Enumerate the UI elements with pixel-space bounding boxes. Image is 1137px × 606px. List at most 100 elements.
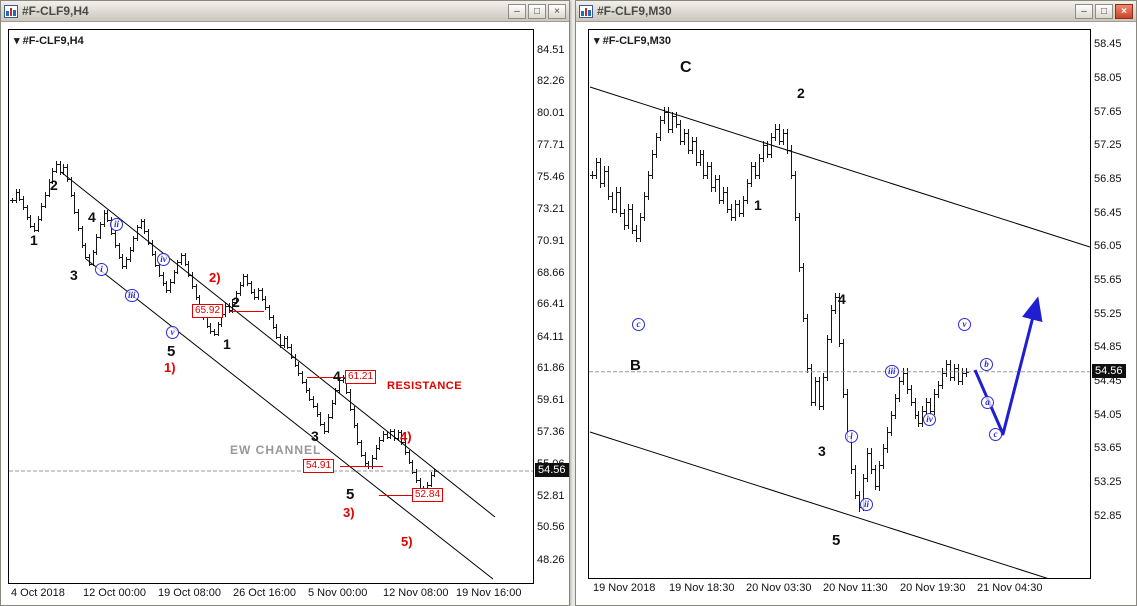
bar-open-tick — [737, 204, 739, 206]
price-bar — [16, 189, 17, 203]
bar-open-tick — [948, 364, 950, 366]
price-bar — [926, 397, 927, 415]
bar-open-tick — [352, 408, 354, 410]
bar-open-tick — [733, 216, 735, 218]
price-bar — [763, 141, 764, 163]
price-bar — [221, 311, 222, 327]
bar-open-tick — [330, 417, 332, 418]
price-bar — [401, 429, 402, 445]
bar-open-tick — [102, 224, 104, 226]
price-bar — [214, 328, 215, 337]
bar-open-tick — [845, 393, 847, 395]
price-bar — [163, 272, 164, 286]
price-axis-label: 57.25 — [1094, 139, 1122, 152]
bar-open-tick — [117, 245, 119, 247]
price-bar — [287, 335, 288, 350]
bar-open-tick — [267, 307, 269, 309]
price-axis-label: 75.46 — [537, 170, 565, 183]
price-axis-label: 56.85 — [1094, 172, 1122, 185]
price-bar — [320, 411, 321, 427]
minimize-button[interactable]: – — [508, 3, 526, 19]
price-bar — [251, 280, 252, 295]
restore-button[interactable]: □ — [528, 3, 546, 19]
bar-open-tick — [392, 431, 394, 432]
bar-open-tick — [809, 368, 811, 370]
bar-open-tick — [662, 120, 664, 122]
price-bar — [229, 303, 230, 313]
price-bar — [185, 252, 186, 267]
window-title: #F-CLF9,H4 — [22, 4, 89, 18]
wave-label: iii — [885, 365, 899, 378]
wave-label: ii — [110, 218, 123, 231]
bar-open-tick — [952, 376, 954, 378]
price-axis-label: 70.91 — [537, 234, 565, 247]
price-bar — [19, 189, 20, 202]
price-bar — [60, 161, 61, 175]
price-bar — [12, 197, 13, 203]
bar-open-tick — [678, 124, 680, 126]
bar-open-tick — [877, 486, 879, 488]
bar-open-tick — [124, 266, 126, 268]
price-axis-label: 52.85 — [1094, 509, 1122, 522]
wave-label: v — [958, 318, 971, 331]
time-axis-label: 26 Oct 16:00 — [233, 587, 296, 599]
price-bar — [328, 414, 329, 434]
price-bar — [843, 338, 844, 398]
time-axis-label: 20 Nov 19:30 — [900, 582, 966, 594]
bar-open-tick — [614, 208, 616, 210]
price-bar — [368, 460, 369, 469]
bar-open-tick — [157, 265, 159, 266]
price-bar — [823, 372, 824, 411]
price-axis-label: 64.11 — [537, 330, 564, 343]
titlebar[interactable]: #F-CLF9,M30 – □ × — [576, 1, 1136, 22]
bar-open-tick — [729, 208, 731, 210]
price-bar — [783, 128, 784, 146]
price-bar — [592, 170, 593, 179]
bar-open-tick — [590, 174, 592, 176]
price-bar — [346, 375, 347, 395]
bar-open-tick — [234, 301, 236, 303]
price-bar — [280, 334, 281, 348]
bar-close-tick — [435, 471, 437, 472]
bar-open-tick — [813, 402, 815, 404]
price-bar — [104, 210, 105, 227]
close-button[interactable]: × — [1115, 3, 1133, 19]
titlebar[interactable]: #F-CLF9,H4 – □ × — [1, 1, 569, 22]
price-bar — [624, 208, 625, 230]
bar-open-tick — [135, 238, 137, 240]
price-bar — [387, 431, 388, 440]
bar-open-tick — [797, 216, 799, 218]
price-bar — [867, 448, 868, 483]
price-bar — [903, 368, 904, 386]
close-button[interactable]: × — [548, 3, 566, 19]
bar-open-tick — [753, 166, 755, 168]
plot-area[interactable]: 65.92 61.21 54.91 52.84 2 1 4 3 ii i iv iii v 5 1) 2) 2 1… — [8, 29, 534, 584]
bar-open-tick — [873, 469, 875, 471]
price-bar — [795, 170, 796, 222]
bar-open-tick — [705, 174, 707, 176]
price-bar — [196, 283, 197, 300]
bar-open-tick — [825, 376, 827, 378]
restore-button[interactable]: □ — [1095, 3, 1113, 19]
price-bar — [632, 204, 633, 234]
price-bar — [324, 421, 325, 434]
bar-open-tick — [223, 314, 225, 316]
bar-open-tick — [388, 436, 390, 438]
bar-open-tick — [307, 390, 309, 392]
price-bar — [27, 204, 28, 220]
price-bar — [811, 364, 812, 407]
minimize-button[interactable]: – — [1075, 3, 1093, 19]
bar-open-tick — [65, 166, 67, 168]
price-bar — [779, 124, 780, 146]
time-axis-label: 12 Nov 08:00 — [383, 587, 449, 599]
bar-open-tick — [674, 115, 676, 117]
bar-open-tick — [773, 136, 775, 138]
bar-open-tick — [626, 225, 628, 227]
bar-open-tick — [219, 324, 221, 326]
wave-label: 3) — [343, 505, 355, 520]
bar-open-tick — [10, 200, 12, 202]
price-bar — [664, 107, 665, 125]
bar-open-tick — [131, 249, 133, 251]
price-bar — [600, 158, 601, 188]
